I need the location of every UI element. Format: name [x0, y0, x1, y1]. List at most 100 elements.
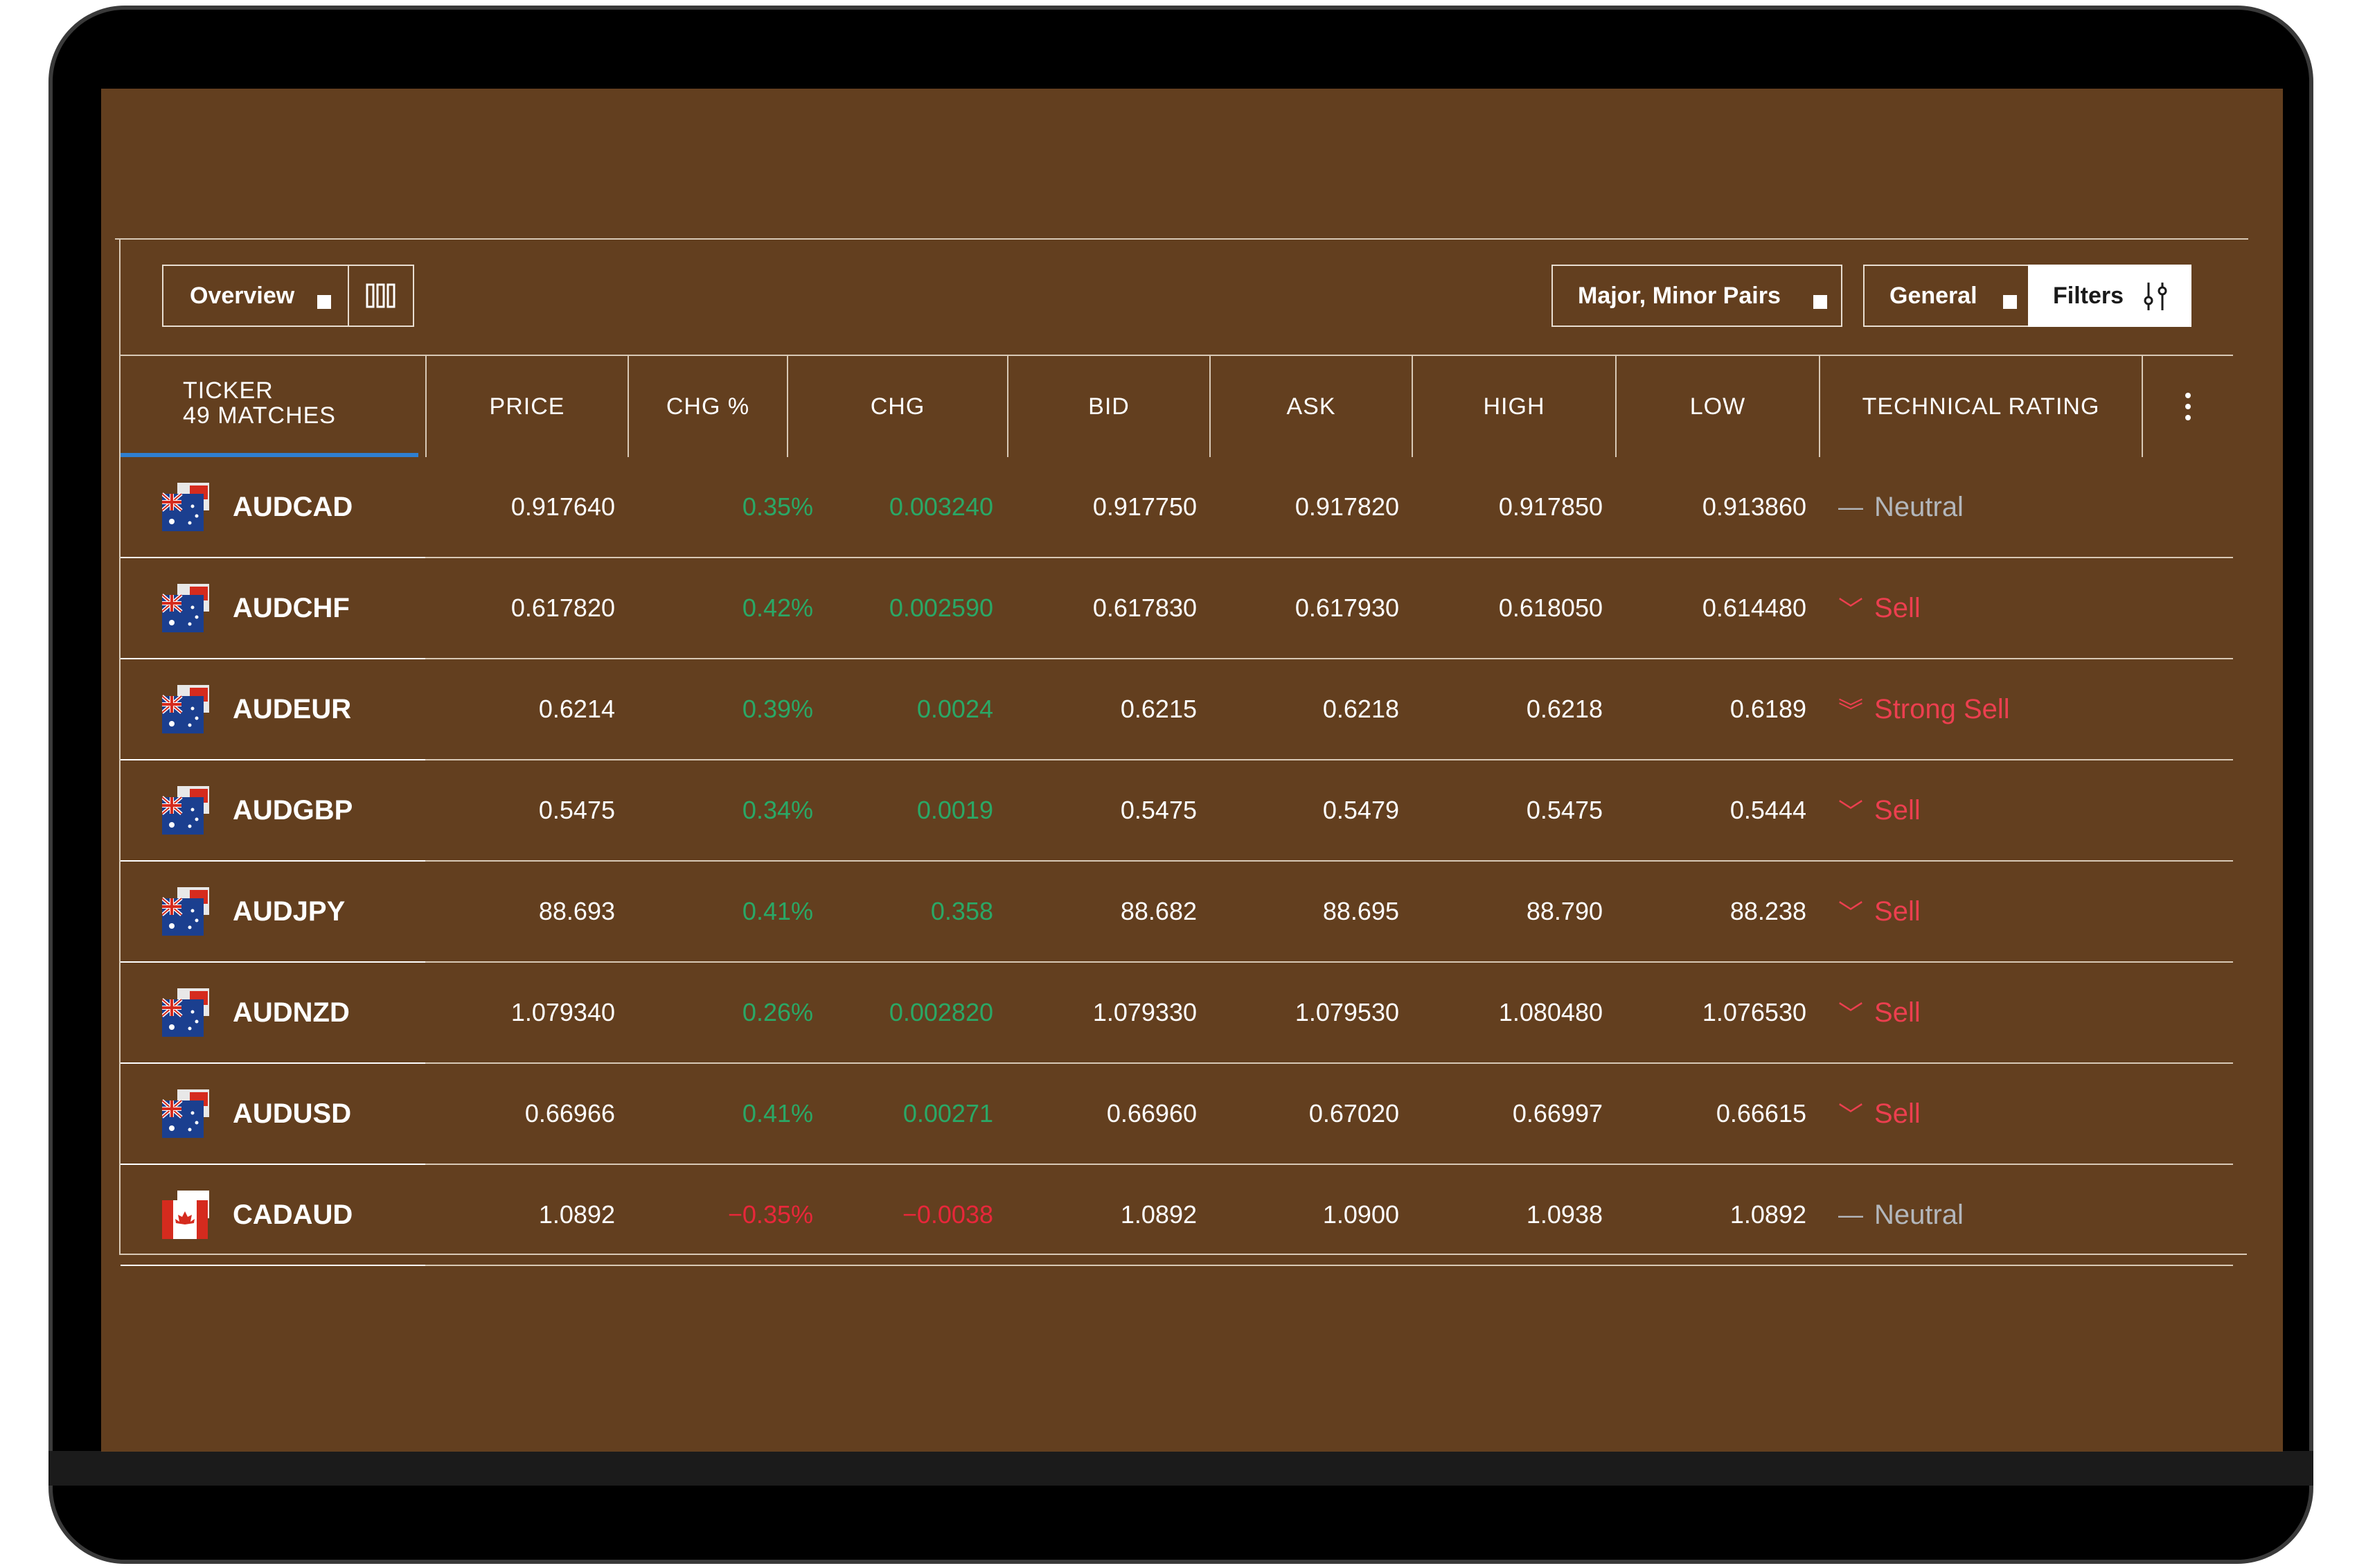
currency-flag-icon: [162, 1191, 215, 1239]
ticker-cell[interactable]: AUDGBP: [161, 760, 439, 860]
price-cell: 0.5475: [538, 796, 615, 824]
ticker-header[interactable]: TICKER 49 MATCHES: [121, 356, 427, 457]
technical-rating-label: Sell: [1874, 794, 1921, 826]
price-header[interactable]: PRICE: [427, 356, 629, 457]
table-row[interactable]: AUDCAD 0.917640 0.35% 0.003240 0.917750 0.917…: [121, 457, 2233, 558]
overview-dropdown[interactable]: Overview: [162, 265, 349, 327]
ask-cell: 1.0900: [1322, 1200, 1399, 1229]
bid-cell: 0.5475: [1120, 796, 1197, 824]
low-cell: 0.6189: [1729, 695, 1806, 723]
table-row[interactable]: AUDJPY 88.693 0.41% 0.358 88.682 88.695 88.790…: [121, 862, 2233, 963]
chevron-down-icon: ﹀: [1838, 596, 1864, 624]
technical-rating-label: Sell: [1874, 1098, 1921, 1129]
screener-panel: Overview Major, Minor Pairs General Filt: [119, 238, 2247, 1266]
general-label: General: [1889, 282, 1977, 309]
dropdown-caret-icon: [317, 295, 331, 309]
price-header-label: PRICE: [489, 393, 565, 420]
chg-cell: 0.358: [930, 897, 993, 925]
currency-flag-icon: [161, 483, 215, 531]
chg-cell: −0.0038: [902, 1200, 993, 1229]
currency-flag-icon: [161, 584, 215, 632]
pairs-dropdown[interactable]: Major, Minor Pairs: [1551, 265, 1842, 327]
table-row[interactable]: AUDUSD 0.66966 0.41% 0.00271 0.66960 0.67020 0…: [121, 1064, 2233, 1165]
chg-cell: 0.003240: [889, 492, 993, 521]
filters-button[interactable]: Filters: [2028, 265, 2191, 327]
chg-cell: 0.0024: [916, 695, 993, 723]
high-header[interactable]: HIGH: [1413, 356, 1617, 457]
ask-cell: 0.67020: [1308, 1099, 1399, 1128]
ticker-symbol[interactable]: AUDUSD: [233, 1098, 352, 1129]
bid-cell: 88.682: [1120, 897, 1197, 925]
chg-cell: 0.002820: [889, 998, 993, 1026]
technical-rating-cell: ︾ Strong Sell: [1838, 659, 2129, 759]
dash-icon: —: [1838, 492, 1863, 521]
table-row[interactable]: AUDCHF 0.617820 0.42% 0.002590 0.617830 0.617…: [121, 558, 2233, 659]
high-cell: 0.6218: [1526, 695, 1603, 723]
chg-pct-cell: 0.35%: [742, 492, 813, 521]
low-header[interactable]: LOW: [1617, 356, 1820, 457]
chg-pct-cell: 0.34%: [742, 796, 813, 824]
matches-count: 49 MATCHES: [183, 402, 336, 429]
ticker-cell[interactable]: AUDEUR: [161, 659, 439, 759]
ticker-symbol[interactable]: AUDGBP: [233, 794, 353, 826]
ticker-symbol[interactable]: CADAUD: [233, 1199, 353, 1230]
technical-rating-label: Neutral: [1874, 1199, 1964, 1230]
ask-header-label: ASK: [1286, 393, 1336, 420]
technical-rating-header-label: TECHNICAL RATING: [1862, 393, 2100, 420]
filters-label: Filters: [2053, 282, 2124, 309]
ticker-cell[interactable]: AUDCAD: [161, 457, 439, 557]
ticker-symbol[interactable]: AUDNZD: [233, 997, 350, 1028]
ticker-cell[interactable]: CADAUD: [162, 1165, 439, 1265]
chg-cell: 0.002590: [889, 594, 993, 622]
ask-cell: 0.617930: [1295, 594, 1399, 622]
ticker-symbol[interactable]: AUDCHF: [233, 592, 350, 623]
ticker-symbol[interactable]: AUDJPY: [233, 896, 346, 927]
table-row[interactable]: AUDGBP 0.5475 0.34% 0.0019 0.5475 0.5479 0.547…: [121, 760, 2233, 862]
ask-header[interactable]: ASK: [1211, 356, 1413, 457]
low-cell: 1.0892: [1729, 1200, 1806, 1229]
ticker-cell[interactable]: AUDJPY: [161, 862, 439, 961]
overview-label: Overview: [190, 282, 295, 309]
chevron-down-icon: ﹀: [1838, 1000, 1864, 1028]
table-row[interactable]: CADAUD 1.0892 −0.35% −0.0038 1.0892 1.0900 1.0…: [121, 1165, 2233, 1266]
price-cell: 1.0892: [538, 1200, 615, 1229]
general-dropdown[interactable]: General: [1863, 265, 2029, 327]
high-header-label: HIGH: [1483, 393, 1545, 420]
ticker-cell[interactable]: AUDNZD: [161, 963, 439, 1062]
chg-header[interactable]: CHG: [788, 356, 1008, 457]
more-options-button[interactable]: [2143, 356, 2233, 457]
low-header-label: LOW: [1689, 393, 1746, 420]
low-cell: 0.913860: [1702, 492, 1806, 521]
chg-pct-header-label: CHG %: [666, 393, 750, 420]
technical-rating-label: Neutral: [1874, 491, 1964, 522]
technical-rating-header[interactable]: TECHNICAL RATING: [1820, 356, 2143, 457]
chg-pct-cell: 0.42%: [742, 594, 813, 622]
high-cell: 0.618050: [1498, 594, 1603, 622]
low-cell: 88.238: [1729, 897, 1806, 925]
columns-button[interactable]: [348, 265, 414, 327]
table-row[interactable]: AUDNZD 1.079340 0.26% 0.002820 1.079330 1.079…: [121, 963, 2233, 1064]
ticker-symbol[interactable]: AUDEUR: [233, 693, 352, 724]
technical-rating-cell: — Neutral: [1838, 1165, 2129, 1265]
currency-flag-icon: [161, 887, 215, 936]
price-cell: 1.079340: [510, 998, 615, 1026]
chg-pct-header[interactable]: CHG %: [629, 356, 788, 457]
ticker-symbol[interactable]: AUDCAD: [233, 491, 353, 522]
price-cell: 0.66966: [524, 1099, 615, 1128]
chg-pct-cell: 0.26%: [742, 998, 813, 1026]
double-chevron-down-icon: ︾: [1838, 697, 1864, 725]
row-divider: [121, 1265, 425, 1266]
price-cell: 0.6214: [538, 695, 615, 723]
high-cell: 1.0938: [1526, 1200, 1603, 1229]
row-divider: [121, 860, 425, 862]
technical-rating-cell: ﹀ Sell: [1838, 862, 2129, 961]
table-row[interactable]: AUDEUR 0.6214 0.39% 0.0024 0.6215 0.6218 0.621…: [121, 659, 2233, 760]
bid-header[interactable]: BID: [1008, 356, 1211, 457]
columns-icon: [366, 283, 395, 308]
bid-cell: 0.66960: [1106, 1099, 1197, 1128]
ticker-cell[interactable]: AUDUSD: [161, 1064, 439, 1164]
ask-cell: 1.079530: [1295, 998, 1399, 1026]
screen: Overview Major, Minor Pairs General Filt: [101, 89, 2283, 1452]
ticker-cell[interactable]: AUDCHF: [161, 558, 439, 658]
currency-flag-icon: [161, 988, 215, 1037]
